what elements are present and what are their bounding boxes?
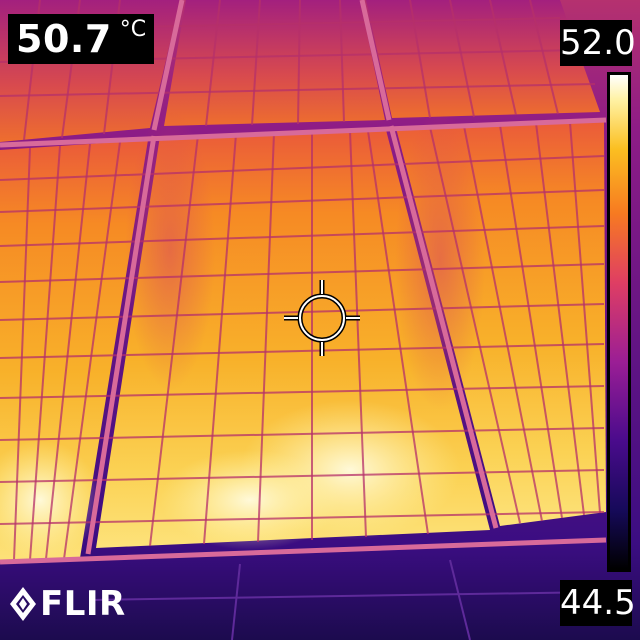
spot-temperature-readout: 50.7 °C [8,14,155,64]
scale-max-label: 52.0 [560,20,636,66]
panel-frames [0,0,607,565]
logo-text: FLIR [40,584,126,624]
flir-logo: FLIR [10,586,126,622]
flame-icon [10,587,36,621]
scale-min-label: 44.5 [560,580,636,626]
spot-temperature-value: 50.7 [16,17,112,61]
temperature-unit: °C [119,17,147,42]
temperature-scale-bar [607,72,631,572]
crosshair-icon [284,280,360,356]
ground-tiles [89,559,601,640]
